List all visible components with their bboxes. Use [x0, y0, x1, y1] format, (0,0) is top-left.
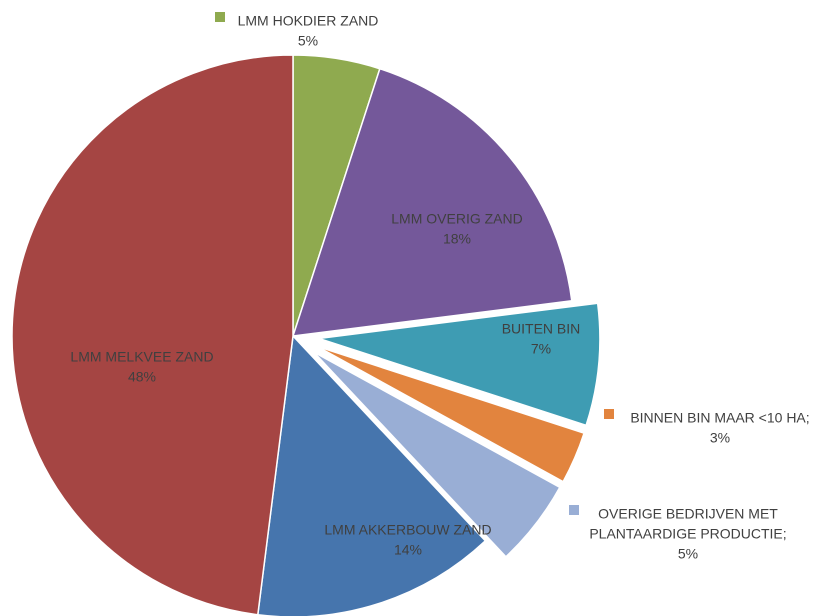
slice-label-lmm-overig-zand-0: LMM OVERIG ZAND [391, 211, 522, 227]
slice-label-lmm-hokdier-zand-0: LMM HOKDIER ZAND [238, 13, 379, 29]
slice-label-buiten-bin-0: BUITEN BIN [502, 321, 581, 337]
slice-percent-overige-bedrijven-met-plantaardige-productie: 5% [678, 546, 698, 562]
pie-slices [11, 54, 601, 616]
pie-slice-overige-bedrijven-met-plantaardige-productie [312, 351, 561, 558]
pie-slice-lmm-melkvee-zand [11, 54, 294, 616]
pie-slice-lmm-overig-zand [291, 67, 573, 337]
slice-percent-binnen-bin-maar-10-ha: 3% [710, 430, 730, 446]
slice-percent-buiten-bin: 7% [531, 341, 551, 357]
slice-label-binnen-bin-maar-10-ha-0: BINNEN BIN MAAR <10 HA; [630, 410, 809, 426]
slice-percent-lmm-melkvee-zand: 48% [128, 369, 156, 385]
pie-slice-binnen-bin-maar-10-ha [316, 345, 586, 483]
slice-percent-lmm-hokdier-zand: 5% [298, 33, 318, 49]
pie-slice-lmm-akkerbouw-zand [256, 334, 487, 616]
slice-label-overige-bedrijven-met-plantaardige-productie-1: PLANTAARDIGE PRODUCTIE; [589, 526, 786, 542]
pie-labels: LMM HOKDIER ZAND 5% LMM OVERIG ZAND 18% BUIT… [70, 12, 810, 562]
legend-marker-lmm-hokdier-zand [215, 12, 225, 22]
legend-marker-binnen-bin-maar-10-ha [604, 409, 614, 419]
slice-label-lmm-akkerbouw-zand-0: LMM AKKERBOUW ZAND [324, 522, 491, 538]
slice-label-lmm-melkvee-zand-0: LMM MELKVEE ZAND [70, 349, 213, 365]
pie-slice-buiten-bin [318, 302, 601, 427]
slice-label-overige-bedrijven-met-plantaardige-productie-0: OVERIGE BEDRIJVEN MET [598, 506, 778, 522]
slice-percent-lmm-akkerbouw-zand: 14% [394, 542, 422, 558]
legend-marker-overige-bedrijven-met-plantaardige-productie [569, 505, 579, 515]
slice-percent-lmm-overig-zand: 18% [443, 231, 471, 247]
